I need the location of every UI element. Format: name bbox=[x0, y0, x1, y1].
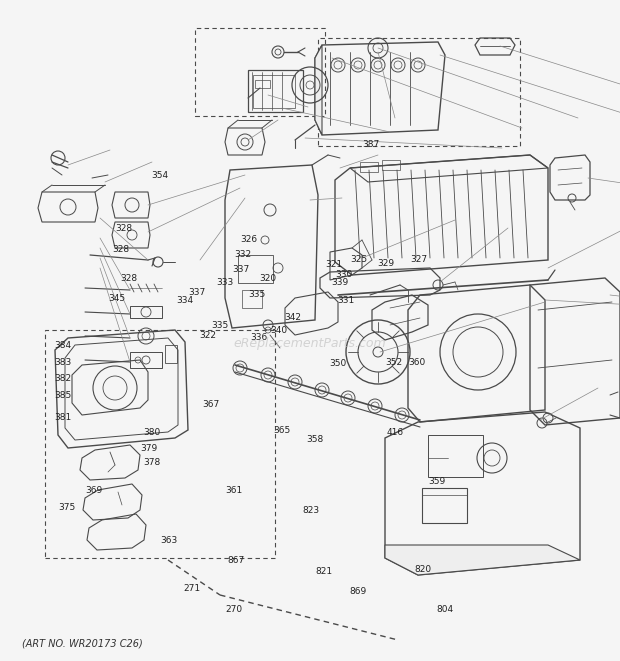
Text: 350: 350 bbox=[329, 359, 347, 368]
Text: 322: 322 bbox=[199, 331, 216, 340]
Text: 359: 359 bbox=[428, 477, 446, 486]
Text: 320: 320 bbox=[259, 274, 277, 284]
Text: 363: 363 bbox=[160, 536, 177, 545]
Text: 354: 354 bbox=[151, 171, 169, 180]
Text: 867: 867 bbox=[227, 556, 244, 565]
Bar bbox=[428, 435, 483, 477]
Bar bbox=[248, 70, 303, 112]
Bar bbox=[253, 75, 295, 108]
Text: 804: 804 bbox=[436, 605, 454, 614]
Text: 369: 369 bbox=[86, 486, 103, 495]
Text: 335: 335 bbox=[249, 290, 266, 299]
Text: 352: 352 bbox=[385, 358, 402, 367]
Bar bbox=[242, 290, 262, 308]
Text: (ART NO. WR20173 C26): (ART NO. WR20173 C26) bbox=[22, 638, 143, 648]
Text: 375: 375 bbox=[58, 503, 76, 512]
Bar bbox=[382, 160, 400, 170]
Text: 387: 387 bbox=[362, 139, 379, 149]
Text: 381: 381 bbox=[55, 413, 72, 422]
Text: 331: 331 bbox=[337, 296, 355, 305]
Text: 379: 379 bbox=[140, 444, 157, 453]
Bar bbox=[255, 80, 270, 88]
Text: 416: 416 bbox=[387, 428, 404, 438]
Text: 340: 340 bbox=[270, 326, 288, 335]
Text: 329: 329 bbox=[377, 258, 394, 268]
Text: 328: 328 bbox=[112, 245, 130, 254]
Text: 328: 328 bbox=[115, 223, 133, 233]
Bar bbox=[238, 255, 273, 283]
Text: 334: 334 bbox=[176, 296, 193, 305]
Text: 382: 382 bbox=[55, 373, 72, 383]
Text: 339: 339 bbox=[331, 278, 348, 288]
Polygon shape bbox=[315, 45, 322, 135]
Text: 384: 384 bbox=[55, 340, 72, 350]
Text: 385: 385 bbox=[55, 391, 72, 400]
Text: 869: 869 bbox=[350, 587, 367, 596]
Text: 823: 823 bbox=[303, 506, 320, 515]
Text: 336: 336 bbox=[250, 332, 268, 342]
Text: 330: 330 bbox=[335, 270, 353, 279]
Text: 332: 332 bbox=[234, 250, 252, 259]
Bar bbox=[318, 38, 520, 146]
Bar bbox=[195, 28, 325, 116]
Text: 821: 821 bbox=[315, 567, 332, 576]
Bar bbox=[165, 345, 177, 363]
Text: 325: 325 bbox=[350, 254, 367, 264]
Text: 342: 342 bbox=[284, 313, 301, 322]
Text: 380: 380 bbox=[143, 428, 161, 438]
Polygon shape bbox=[385, 545, 580, 575]
Text: 335: 335 bbox=[211, 321, 229, 330]
Bar bbox=[45, 330, 275, 558]
Text: 326: 326 bbox=[241, 235, 258, 244]
Text: 337: 337 bbox=[232, 265, 249, 274]
Bar bbox=[422, 488, 467, 523]
Text: 327: 327 bbox=[410, 254, 427, 264]
Text: 360: 360 bbox=[408, 358, 425, 367]
Text: 271: 271 bbox=[184, 584, 201, 593]
Text: 820: 820 bbox=[414, 565, 432, 574]
Text: 345: 345 bbox=[108, 294, 125, 303]
Bar bbox=[360, 162, 378, 172]
Text: eReplacementParts.com: eReplacementParts.com bbox=[234, 337, 386, 350]
Text: 333: 333 bbox=[216, 278, 233, 288]
Text: 367: 367 bbox=[202, 400, 219, 409]
Bar bbox=[130, 306, 162, 318]
Text: 337: 337 bbox=[188, 288, 206, 297]
Text: 383: 383 bbox=[55, 358, 72, 367]
Text: 361: 361 bbox=[226, 486, 243, 495]
Text: 270: 270 bbox=[226, 605, 243, 614]
Text: 378: 378 bbox=[143, 458, 161, 467]
Text: 358: 358 bbox=[306, 435, 324, 444]
Text: 328: 328 bbox=[120, 274, 138, 284]
Text: 321: 321 bbox=[325, 260, 342, 269]
Text: 365: 365 bbox=[273, 426, 291, 436]
